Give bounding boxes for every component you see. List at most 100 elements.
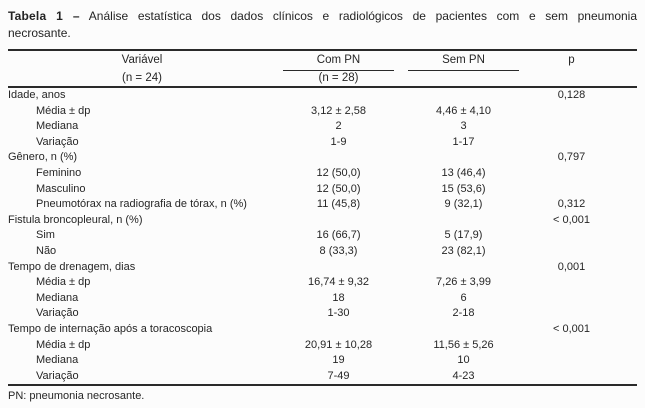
p-value-cell: 0,312 (557, 198, 586, 211)
com-pn-value-cell: 1-9 (330, 135, 347, 148)
column-header-sem-pn-title: Sem PN (408, 52, 519, 71)
sem-pn-value-cell: 5 (17,9) (444, 229, 483, 242)
table-row: Variação 7-49 4-23 (8, 369, 637, 386)
table-row: Variação 1-9 1-17 (8, 135, 637, 151)
table-caption: Tabela 1 – Análise estatística dos dados… (8, 8, 637, 42)
variable-label-cell: Mediana (36, 120, 79, 133)
p-value-cell (526, 135, 637, 151)
variable-label-cell: Fistula broncopleural, n (%) (8, 213, 143, 226)
column-header-p: p (568, 54, 575, 66)
p-value-cell: < 0,001 (552, 322, 590, 335)
sem-pn-value-cell: 10 (457, 354, 470, 367)
variable-label-cell: Variação (36, 135, 79, 148)
sem-pn-value-cell: 15 (53,6) (441, 182, 486, 195)
p-value-cell: 0,128 (557, 89, 586, 101)
sem-pn-value-cell: 23 (82,1) (441, 244, 486, 257)
statistics-table: Variável Com PN Sem PN p (n = 24) (n = 2… (8, 49, 637, 387)
p-value-cell (526, 166, 637, 182)
table-row: Média ± dp 20,91 ± 10,28 11,56 ± 5,26 (8, 338, 637, 354)
sem-pn-value-cell: 6 (460, 291, 467, 304)
variable-label-cell: Sim (36, 229, 55, 242)
com-pn-value-cell (276, 150, 401, 166)
com-pn-value-cell: 8 (33,3) (319, 244, 358, 257)
table-footnote: PN: pneumonia necrosante. (8, 390, 145, 403)
variable-label-cell: Pneumotórax na radiografia de tórax, n (… (36, 198, 247, 211)
variable-label-cell: Tempo de drenagem, dias (8, 260, 136, 273)
variable-label-cell: Idade, anos (8, 89, 66, 101)
sem-pn-value-cell: 4-23 (452, 369, 475, 382)
com-pn-value-cell: 1-30 (327, 307, 350, 320)
variable-label-cell: Tempo de internação após a toracoscopia (8, 322, 213, 335)
p-value-cell: 0,001 (557, 260, 586, 273)
p-value-cell: 0,797 (557, 151, 586, 164)
com-pn-value-cell: 20,91 ± 10,28 (304, 338, 373, 351)
variable-label-cell: Mediana (36, 291, 79, 304)
variable-label-cell: Feminino (36, 166, 82, 179)
sem-pn-value-cell: 4,46 ± 4,10 (436, 104, 491, 117)
p-value-cell (526, 244, 637, 260)
table-row: Sim 16 (66,7) 5 (17,9) (8, 228, 637, 244)
p-value-cell (526, 275, 637, 291)
com-pn-value-cell (276, 213, 401, 229)
sem-pn-value-cell: 1-17 (452, 135, 475, 148)
sem-pn-value-cell: 13 (46,4) (441, 166, 486, 179)
p-value-cell (526, 306, 637, 322)
com-pn-value-cell: 12 (50,0) (316, 182, 361, 195)
table-row: Idade, anos 0,128 (8, 87, 637, 104)
table-caption-text: Análise estatística dos dados clínicos e… (88, 9, 637, 23)
p-value-cell (526, 353, 637, 369)
com-pn-value-cell: 3,12 ± 2,58 (311, 104, 366, 117)
variable-label-cell: Variação (36, 307, 79, 320)
sem-pn-value-cell (401, 87, 526, 104)
p-value-cell (526, 338, 637, 354)
table-row: Gênero, n (%) 0,797 (8, 150, 637, 166)
table-row: Média ± dp 16,74 ± 9,32 7,26 ± 3,99 (8, 275, 637, 291)
com-pn-value-cell: 7-49 (327, 369, 350, 382)
variable-label-cell: Masculino (36, 182, 86, 195)
column-subheader-sem-pn-n: (n = 28) (318, 72, 359, 84)
com-pn-value-cell (276, 260, 401, 276)
p-value-cell (526, 119, 637, 135)
column-header-sem-pn: Sem PN (401, 50, 526, 71)
sem-pn-value-cell: 2-18 (452, 307, 475, 320)
p-value-cell (526, 228, 637, 244)
column-header-com-pn: Com PN (276, 50, 401, 71)
sem-pn-value-cell: 9 (32,1) (444, 198, 483, 211)
variable-label-cell: Gênero, n (%) (8, 151, 78, 164)
p-value-cell (526, 291, 637, 307)
table-caption-line2: necrosante. (8, 26, 71, 40)
sem-pn-value-cell: 11,56 ± 5,26 (433, 338, 494, 351)
table-row: Média ± dp 3,12 ± 2,58 4,46 ± 4,10 (8, 104, 637, 120)
com-pn-value-cell: 19 (332, 354, 345, 367)
com-pn-value-cell: 18 (332, 291, 345, 304)
table-row: Mediana 19 10 (8, 353, 637, 369)
sem-pn-value-cell (401, 213, 526, 229)
table-row: Feminino 12 (50,0) 13 (46,4) (8, 166, 637, 182)
variable-label-cell: Não (36, 244, 57, 257)
variable-label-cell: Média ± dp (36, 104, 91, 117)
column-header-com-pn-title: Com PN (283, 52, 394, 71)
table-row: Não 8 (33,3) 23 (82,1) (8, 244, 637, 260)
table-row: Fistula broncopleural, n (%) < 0,001 (8, 213, 637, 229)
sem-pn-value-cell (401, 322, 526, 338)
p-value-cell (526, 182, 637, 198)
table-row: Mediana 2 3 (8, 119, 637, 135)
table-caption-line1: Tabela 1 – Análise estatística dos dados… (8, 8, 637, 25)
column-subheader-com-pn-n: (n = 24) (122, 72, 162, 84)
variable-label-cell: Variação (36, 369, 79, 382)
com-pn-value-cell: 11 (45,8) (316, 198, 361, 211)
table-number-label: Tabela 1 – (8, 9, 80, 23)
p-value-cell (526, 369, 637, 386)
p-value-cell (526, 104, 637, 120)
table-header: Variável Com PN Sem PN p (n = 24) (n = 2… (8, 50, 637, 87)
table-row: Variação 1-30 2-18 (8, 306, 637, 322)
table-row: Tempo de drenagem, dias 0,001 (8, 260, 637, 276)
table-row: Tempo de internação após a toracoscopia … (8, 322, 637, 338)
sem-pn-value-cell: 7,26 ± 3,99 (436, 276, 491, 289)
p-value-cell: < 0,001 (552, 213, 590, 226)
sem-pn-value-cell (401, 150, 526, 166)
sem-pn-value-cell: 3 (460, 120, 467, 133)
table-row: Masculino 12 (50,0) 15 (53,6) (8, 182, 637, 198)
column-header-variable: Variável (121, 54, 163, 66)
